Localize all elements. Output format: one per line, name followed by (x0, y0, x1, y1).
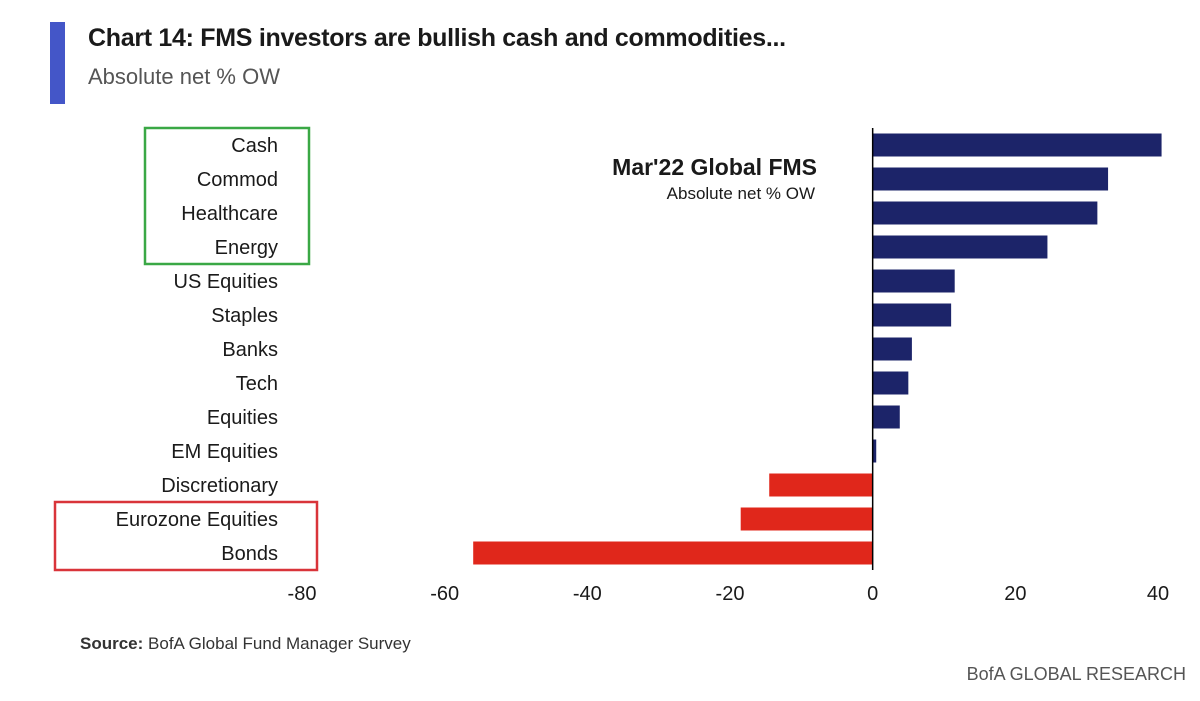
x-tick-label: -20 (716, 583, 745, 605)
bar-eurozone-equities (740, 507, 873, 531)
category-label: EM Equities (171, 441, 278, 463)
bar-energy (872, 235, 1048, 259)
category-label: Eurozone Equities (116, 509, 278, 531)
category-labels: Cash Commod Healthcare Energy US Equities Sta… (116, 135, 278, 565)
x-tick-label: 40 (1147, 583, 1169, 605)
x-tick-label: -60 (430, 583, 459, 605)
highlight-box-0 (143, 126, 311, 266)
category-label: Equities (207, 407, 278, 429)
x-tick-label: 20 (1004, 583, 1026, 605)
bar-bonds (473, 541, 873, 565)
bar-equities (872, 405, 900, 429)
x-tick-label: -40 (573, 583, 602, 605)
highlight-box-1 (53, 500, 319, 572)
inner-chart-title: Mar'22 Global FMS (612, 154, 817, 180)
category-label: US Equities (174, 271, 279, 293)
bar-healthcare (872, 201, 1098, 225)
bar-tech (872, 371, 909, 395)
x-tick-labels: -80 -60 -40 -20 0 20 40 (288, 583, 1170, 605)
title-accent-bar (50, 22, 65, 104)
bar-staples (872, 303, 952, 327)
category-label: Tech (236, 373, 278, 395)
bar-banks (872, 337, 912, 361)
category-label: Commod (197, 169, 278, 191)
source-note: Source: BofA Global Fund Manager Survey (80, 634, 411, 654)
source-text: BofA Global Fund Manager Survey (148, 634, 411, 653)
bar-us-equities (872, 269, 955, 293)
category-label: Bonds (221, 543, 278, 565)
category-label: Energy (215, 237, 278, 259)
category-label: Cash (231, 135, 278, 157)
source-label: Source: (80, 634, 144, 653)
x-tick-label: 0 (867, 583, 878, 605)
category-label: Discretionary (161, 475, 278, 497)
bars (473, 133, 1162, 565)
bar-commod (872, 167, 1109, 191)
highlight-boxes (53, 126, 319, 572)
bar-cash (872, 133, 1162, 157)
chart-subtitle: Absolute net % OW (88, 64, 280, 89)
x-tick-label: -80 (288, 583, 317, 605)
category-label: Healthcare (181, 203, 278, 225)
category-label: Banks (222, 339, 278, 361)
bar-em-equities (872, 439, 877, 463)
inner-chart-subtitle: Absolute net % OW (667, 184, 815, 203)
chart-title: Chart 14: FMS investors are bullish cash… (88, 24, 786, 52)
category-label: Staples (211, 305, 278, 327)
brand-label: BofA GLOBAL RESEARCH (966, 664, 1186, 684)
bar-discretionary (769, 473, 873, 497)
